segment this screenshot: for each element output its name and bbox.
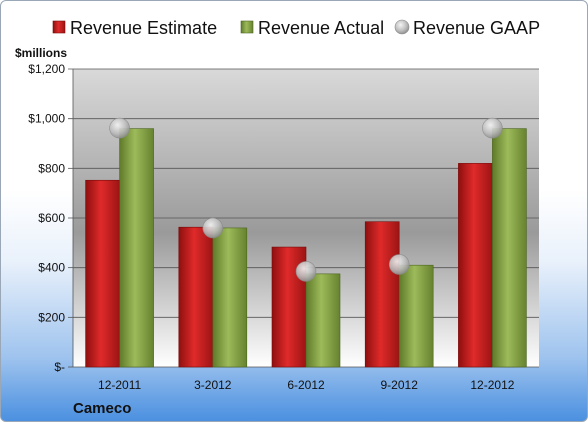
x-tick-label: 9-2012 [381,378,419,392]
revenue-actual-bar [212,227,248,368]
revenue-estimate-bar [178,226,214,368]
legend-label: Revenue GAAP [413,18,540,38]
x-tick-label: 6-2012 [287,378,325,392]
y-tick-label: $400 [38,261,65,275]
revenue-actual-bar [398,264,434,368]
revenue-gaap-marker [109,117,130,139]
legend-swatch [240,20,254,34]
revenue-estimate-bar [85,179,120,368]
y-tick-label: $1,000 [28,112,65,126]
x-tick-label: 3-2012 [194,378,232,392]
bars [85,128,527,368]
y-axis-ticks: $- $200 $400 $600 $800 $1,000 $1,200 [28,62,74,374]
gaap-markers [109,117,503,282]
legend-label: Revenue Estimate [70,18,217,38]
y-tick-label: $200 [38,310,65,324]
revenue-gaap-marker [482,117,503,139]
legend-swatch [394,19,410,35]
revenue-gaap-marker [202,217,224,239]
y-tick-label: $- [54,360,65,374]
y-tick-label: $1,200 [28,62,65,76]
revenue-estimate-bar [458,163,493,368]
x-axis-ticks: 12-2011 3-2012 6-2012 9-2012 12-2012 [98,378,515,392]
y-tick-label: $600 [38,211,65,225]
revenue-gaap-marker [388,254,410,275]
legend: Revenue Estimate Revenue Actual Revenue GA… [52,18,540,38]
legend-swatch [52,20,66,34]
x-tick-label: 12-2012 [470,378,514,392]
revenue-estimate-bar [364,221,400,368]
y-tick-label: $800 [38,161,65,175]
revenue-actual-bar [492,128,527,368]
legend-label: Revenue Actual [258,18,384,38]
company-label: Cameco [73,400,131,417]
y-axis-unit-label: $millions [15,46,67,60]
x-tick-label: 12-2011 [98,378,141,392]
revenue-actual-bar [305,273,341,368]
revenue-gaap-marker [295,261,317,282]
revenue-actual-bar [119,128,154,368]
